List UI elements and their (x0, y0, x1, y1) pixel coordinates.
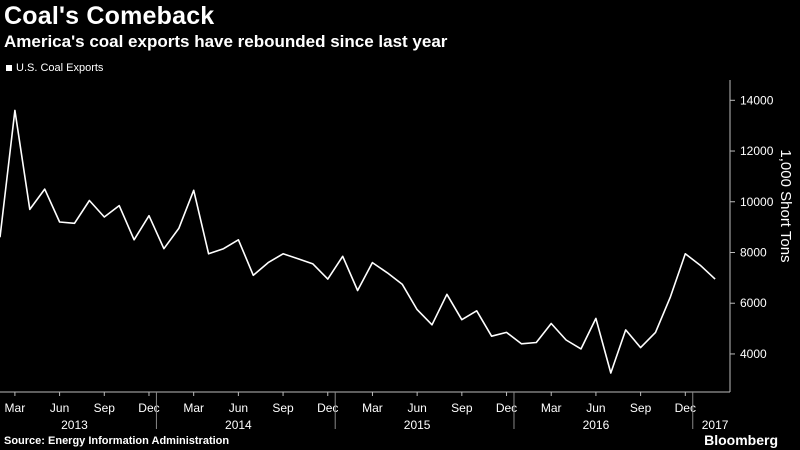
bloomberg-logo: Bloomberg (704, 432, 778, 448)
x-tick-label: Mar (183, 401, 204, 415)
source-note: Source: Energy Information Administratio… (4, 435, 230, 447)
x-year-label: 2017 (702, 418, 729, 432)
x-tick-label: Mar (5, 401, 26, 415)
x-tick-label: Jun (50, 401, 69, 415)
legend-label: U.S. Coal Exports (16, 62, 104, 74)
x-tick-label: Sep (451, 401, 473, 415)
y-tick-label: 6000 (740, 296, 767, 310)
x-tick-label: Sep (94, 401, 116, 415)
x-year-label: 2016 (583, 418, 610, 432)
x-tick-label: Dec (496, 401, 517, 415)
x-tick-label: Sep (630, 401, 652, 415)
y-tick-label: 8000 (740, 245, 767, 259)
y-tick-label: 14000 (740, 93, 774, 107)
x-tick-label: Dec (675, 401, 696, 415)
x-year-label: 2015 (404, 418, 431, 432)
y-tick-label: 4000 (740, 347, 767, 361)
x-tick-label: Mar (362, 401, 383, 415)
x-year-label: 2013 (61, 418, 88, 432)
x-year-label: 2014 (225, 418, 252, 432)
x-tick-label: Jun (586, 401, 605, 415)
x-tick-label: Jun (229, 401, 248, 415)
x-tick-label: Dec (138, 401, 159, 415)
chart-title: Coal's Comeback (4, 2, 215, 30)
y-tick-label: 10000 (740, 195, 774, 209)
y-axis-title: 1,000 Short Tons (777, 149, 794, 262)
x-tick-label: Sep (272, 401, 294, 415)
legend: U.S. Coal Exports (6, 62, 103, 74)
x-tick-label: Mar (541, 401, 562, 415)
legend-swatch (6, 65, 12, 71)
chart-subtitle: America's coal exports have rebounded si… (4, 32, 448, 51)
y-tick-label: 12000 (740, 144, 774, 158)
series-line-us-coal-exports (0, 109, 716, 374)
x-tick-label: Jun (407, 401, 426, 415)
x-tick-label: Dec (317, 401, 338, 415)
